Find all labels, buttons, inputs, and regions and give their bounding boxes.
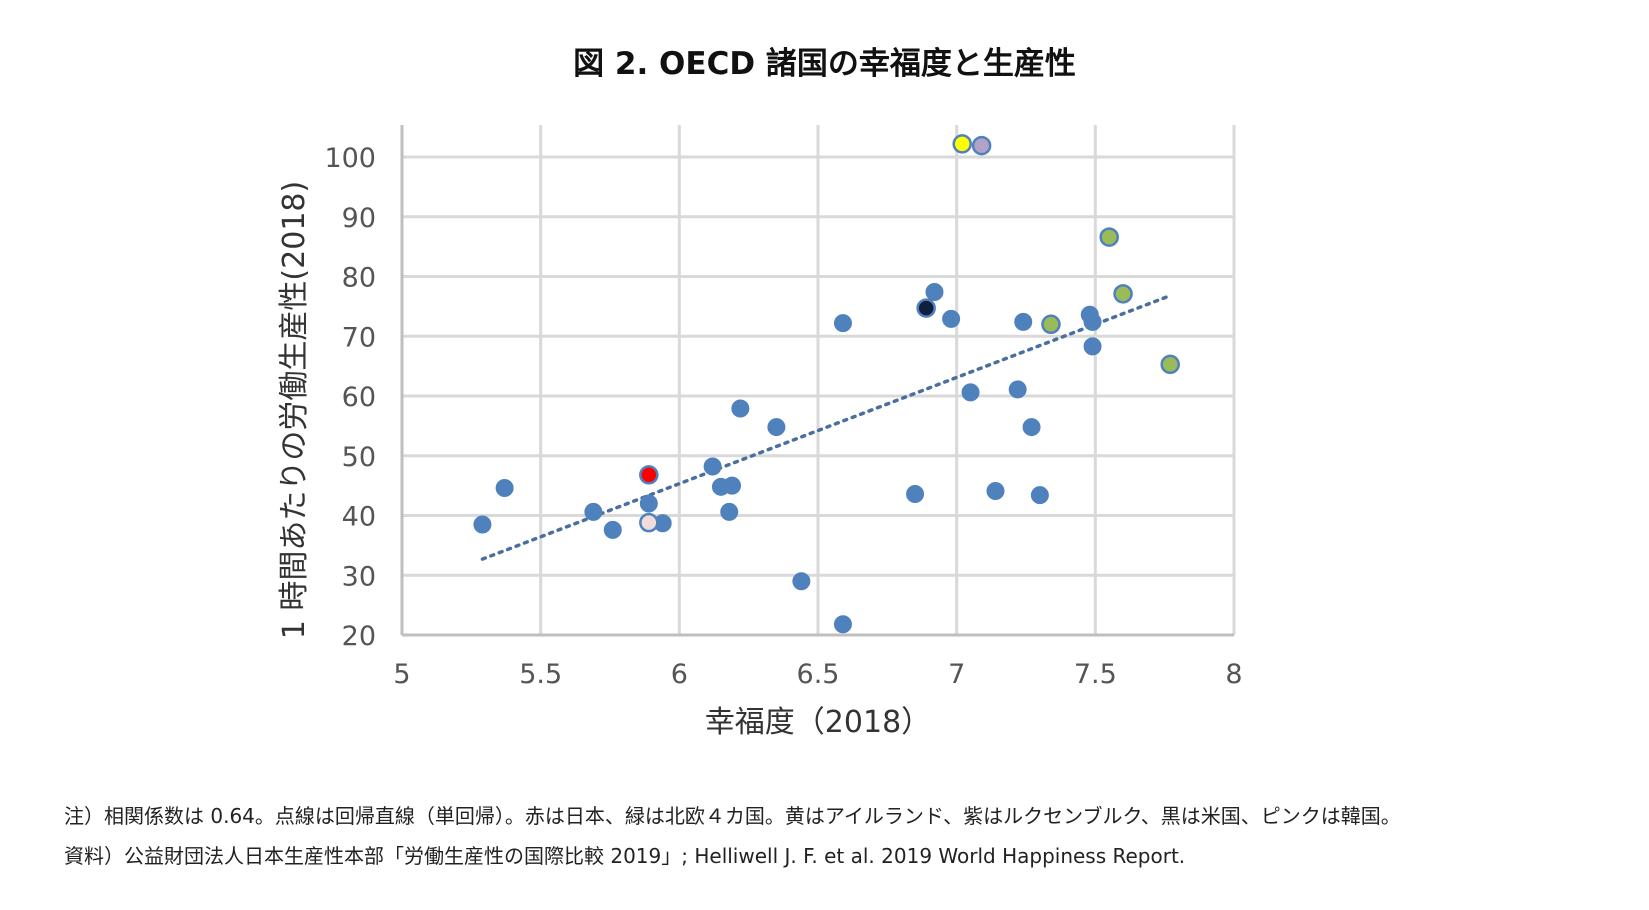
data-points xyxy=(473,134,1180,634)
x-tick-label: 5 xyxy=(393,659,410,690)
data-point xyxy=(723,476,742,495)
y-tick-label: 20 xyxy=(342,621,376,652)
x-tick-label: 7.5 xyxy=(1074,659,1117,690)
data-point xyxy=(833,615,852,634)
data-point xyxy=(942,309,961,328)
data-point xyxy=(986,482,1005,501)
data-point xyxy=(1022,418,1041,437)
chart-title: 図 2. OECD 諸国の幸福度と生産性 xyxy=(573,46,1076,82)
axes xyxy=(400,125,1234,637)
note-source: 資料）公益財団法人日本生産性本部「労働生産性の国際比較 2019」; Helli… xyxy=(64,844,1186,868)
x-tick-label: 7 xyxy=(948,659,965,690)
data-point xyxy=(1014,312,1033,331)
y-tick-label: 70 xyxy=(342,322,376,353)
data-point xyxy=(961,383,980,402)
data-point xyxy=(1041,314,1061,335)
y-tick-label: 90 xyxy=(342,203,376,234)
data-point xyxy=(952,134,972,154)
data-point xyxy=(1099,227,1119,247)
grid-lines xyxy=(400,125,1236,637)
data-point xyxy=(925,283,944,302)
y-tick-labels: 20 30 40 50 60 70 80 90 100 xyxy=(324,143,376,652)
data-point xyxy=(1030,486,1049,505)
data-point xyxy=(495,479,514,498)
data-point xyxy=(767,418,786,437)
data-point xyxy=(906,484,925,503)
x-tick-label: 6 xyxy=(671,659,688,690)
scatter-chart: 5 5.5 6 6.5 7 7.5 8 20 30 40 50 60 70 80 90 100 幸福度（20… xyxy=(277,125,1243,740)
data-point xyxy=(833,314,852,333)
data-point xyxy=(603,520,622,539)
y-axis-label: 1 時間あたりの労働生産性(2018) xyxy=(277,181,312,639)
y-tick-label: 30 xyxy=(342,561,376,592)
data-point xyxy=(1083,337,1102,356)
y-tick-label: 50 xyxy=(342,442,376,473)
data-point xyxy=(792,572,811,591)
data-point xyxy=(916,298,936,318)
data-point xyxy=(703,457,722,476)
x-tick-labels: 5 5.5 6 6.5 7 7.5 8 xyxy=(393,659,1242,690)
note-correlation: 注）相関係数は 0.64。点線は回帰直線（単回帰）。赤は日本、緑は北欧４カ国。黄… xyxy=(64,804,1401,828)
data-point xyxy=(639,494,658,513)
data-point xyxy=(584,502,603,521)
data-point xyxy=(1113,284,1133,304)
y-tick-label: 80 xyxy=(342,263,376,294)
data-point xyxy=(731,399,750,418)
data-point xyxy=(473,515,492,534)
x-axis-label: 幸福度（2018） xyxy=(705,705,931,740)
data-point xyxy=(639,465,659,485)
x-tick-label: 6.5 xyxy=(797,659,840,690)
regression-line xyxy=(480,293,1172,561)
data-point xyxy=(1083,312,1102,331)
y-tick-label: 100 xyxy=(324,143,376,174)
y-tick-label: 60 xyxy=(342,382,376,413)
x-tick-label: 5.5 xyxy=(519,659,562,690)
data-point xyxy=(720,502,739,521)
data-point xyxy=(1008,380,1027,399)
data-point xyxy=(639,512,659,533)
data-point xyxy=(971,135,992,156)
data-point xyxy=(1160,354,1180,375)
y-tick-label: 40 xyxy=(342,502,376,533)
x-tick-label: 8 xyxy=(1225,659,1242,690)
